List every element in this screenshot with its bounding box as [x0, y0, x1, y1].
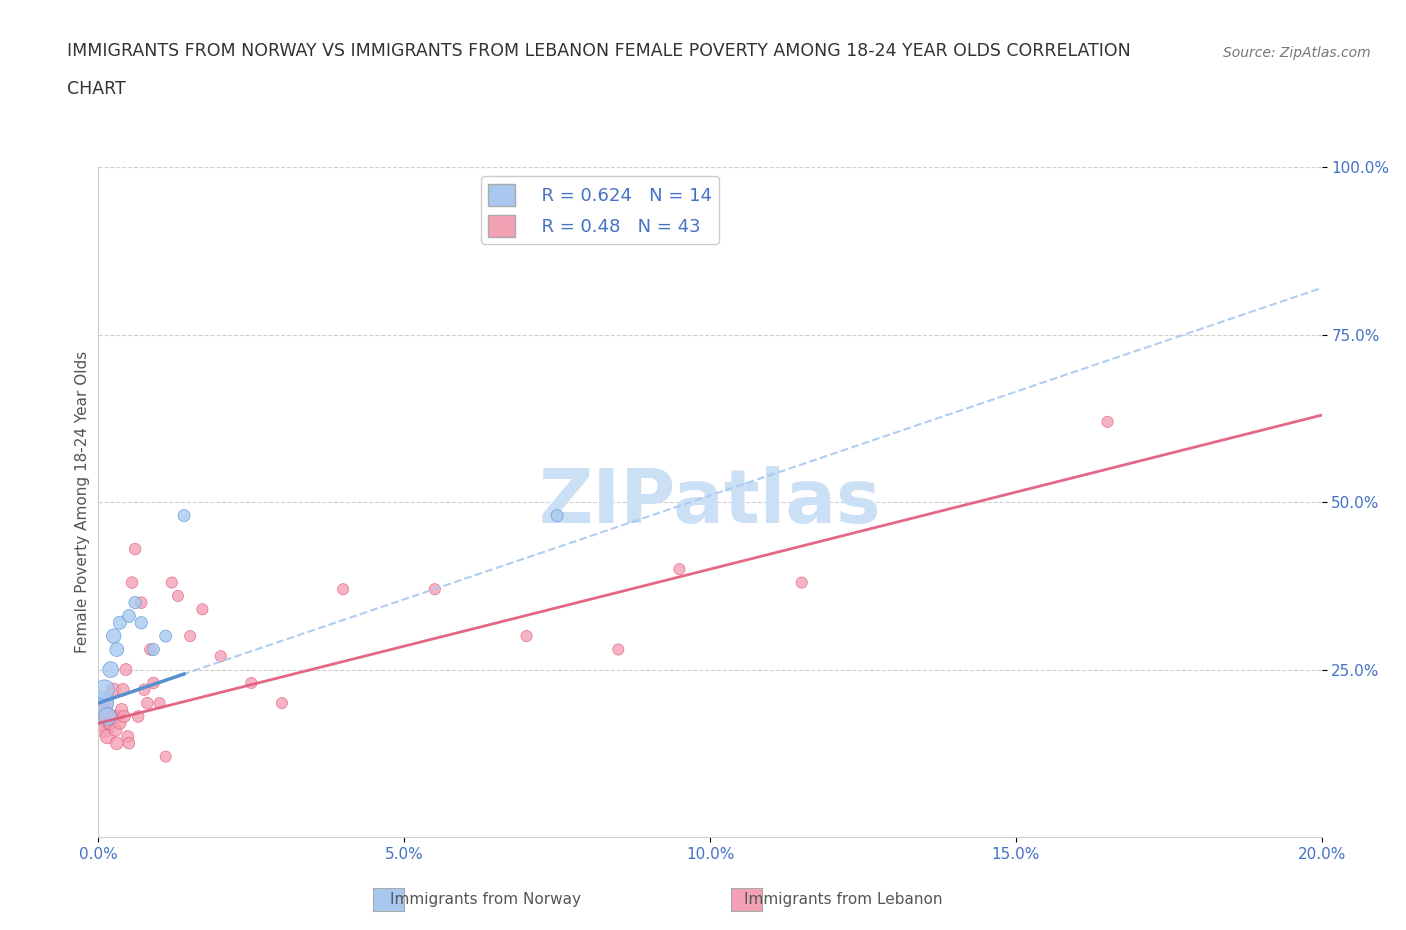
Text: ZIPatlas: ZIPatlas: [538, 466, 882, 538]
Legend:   R = 0.624   N = 14,   R = 0.48   N = 43: R = 0.624 N = 14, R = 0.48 N = 43: [481, 177, 718, 244]
Point: [111, 683, 134, 698]
Point: [607, 642, 630, 657]
Point: [546, 508, 568, 523]
Point: [139, 642, 162, 657]
Text: Immigrants from Norway: Immigrants from Norway: [389, 892, 581, 907]
Point: [104, 723, 127, 737]
Point: [516, 629, 538, 644]
Point: [117, 729, 139, 744]
Point: [91, 702, 114, 717]
Point: [240, 675, 263, 690]
Point: [108, 616, 131, 631]
Point: [136, 696, 159, 711]
Text: Source: ZipAtlas.com: Source: ZipAtlas.com: [1223, 46, 1371, 60]
Point: [100, 716, 122, 731]
Point: [155, 750, 177, 764]
Point: [90, 716, 112, 731]
Point: [607, 193, 630, 208]
Point: [105, 642, 128, 657]
Point: [98, 716, 121, 731]
Point: [101, 709, 124, 724]
Point: [149, 696, 172, 711]
Point: [124, 595, 146, 610]
Point: [167, 589, 190, 604]
Point: [118, 608, 141, 623]
Point: [332, 582, 354, 597]
Point: [668, 562, 690, 577]
Point: [111, 702, 134, 717]
Point: [118, 736, 141, 751]
Point: [142, 675, 165, 690]
Point: [1097, 415, 1119, 430]
Point: [191, 602, 214, 617]
Point: [94, 696, 117, 711]
Point: [105, 736, 128, 751]
Point: [121, 575, 143, 590]
Point: [103, 629, 125, 644]
Point: [115, 662, 138, 677]
Point: [90, 696, 112, 711]
Point: [93, 683, 115, 698]
Point: [108, 716, 131, 731]
Text: Immigrants from Lebanon: Immigrants from Lebanon: [744, 892, 943, 907]
Point: [179, 629, 201, 644]
Point: [127, 709, 149, 724]
Point: [423, 582, 446, 597]
Point: [209, 649, 232, 664]
Point: [790, 575, 813, 590]
Point: [270, 696, 294, 711]
Point: [97, 709, 120, 724]
Text: IMMIGRANTS FROM NORWAY VS IMMIGRANTS FROM LEBANON FEMALE POVERTY AMONG 18-24 YEA: IMMIGRANTS FROM NORWAY VS IMMIGRANTS FRO…: [67, 43, 1132, 60]
Point: [103, 683, 125, 698]
Point: [134, 683, 156, 698]
Y-axis label: Female Poverty Among 18-24 Year Olds: Female Poverty Among 18-24 Year Olds: [75, 352, 90, 654]
Point: [100, 662, 122, 677]
Point: [93, 723, 115, 737]
Point: [129, 595, 152, 610]
Text: CHART: CHART: [67, 80, 127, 98]
Point: [124, 541, 146, 556]
Point: [129, 616, 152, 631]
Point: [112, 709, 135, 724]
Point: [155, 629, 177, 644]
Point: [107, 709, 129, 724]
Point: [173, 508, 195, 523]
Point: [142, 642, 165, 657]
Point: [97, 729, 120, 744]
Point: [160, 575, 183, 590]
